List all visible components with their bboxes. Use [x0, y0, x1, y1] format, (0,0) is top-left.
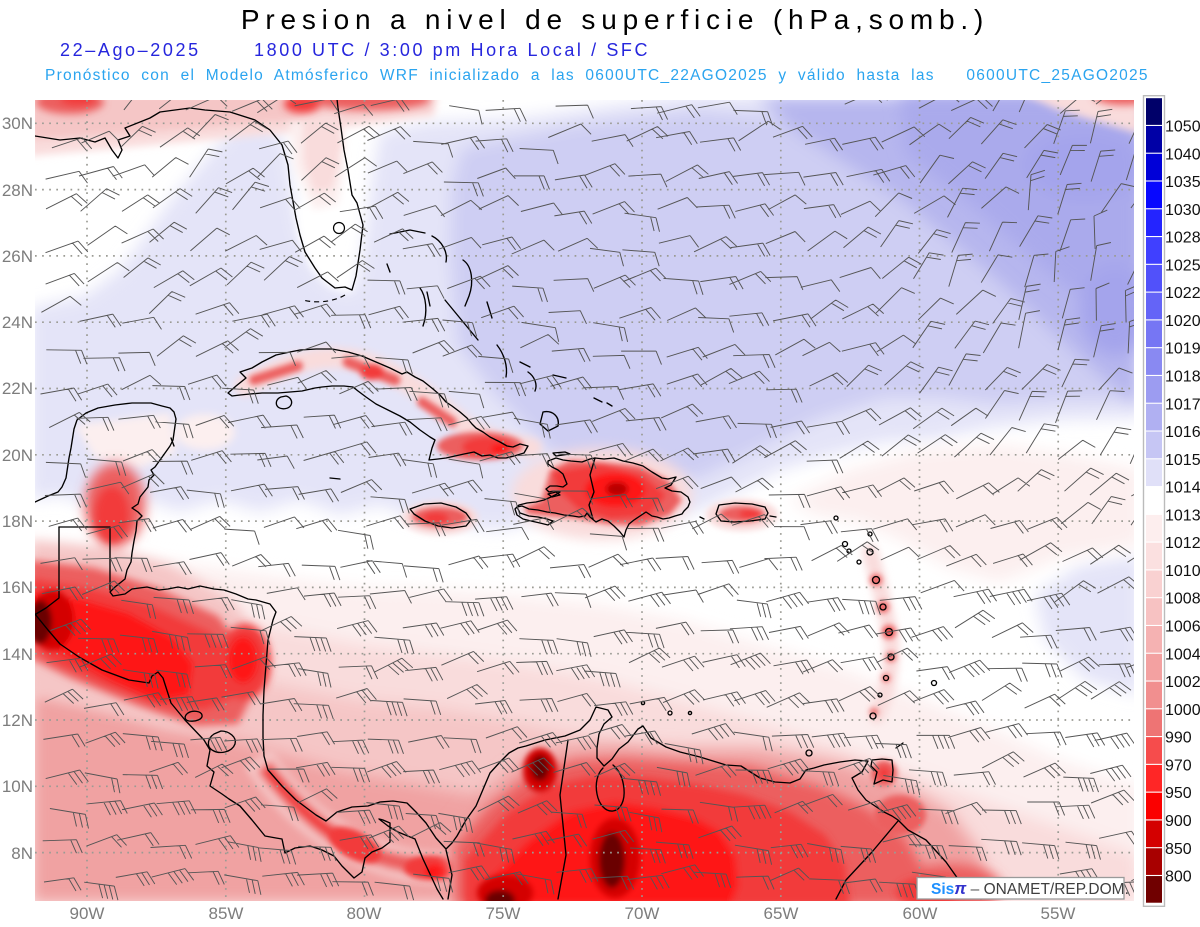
svg-text:24N: 24N	[2, 313, 33, 332]
svg-text:Sisπ – ONAMET/REP.DOM.: Sisπ – ONAMET/REP.DOM.	[931, 879, 1129, 898]
svg-text:1017: 1017	[1165, 396, 1200, 413]
svg-text:22N: 22N	[2, 379, 33, 398]
svg-text:65W: 65W	[764, 904, 799, 923]
svg-text:1800 UTC / 3:00 pm Hora Local: 1800 UTC / 3:00 pm Hora Local / SFC	[254, 40, 650, 60]
svg-text:1035: 1035	[1165, 174, 1200, 191]
svg-text:18N: 18N	[2, 512, 33, 531]
svg-text:1004: 1004	[1165, 646, 1200, 663]
svg-text:20N: 20N	[2, 446, 33, 465]
svg-text:28N: 28N	[2, 181, 33, 200]
svg-text:1006: 1006	[1165, 619, 1200, 636]
svg-text:12N: 12N	[2, 711, 33, 730]
svg-text:30N: 30N	[2, 114, 33, 133]
svg-text:80W: 80W	[347, 904, 382, 923]
svg-text:22–Ago–2025: 22–Ago–2025	[60, 40, 201, 60]
svg-text:1022: 1022	[1165, 285, 1200, 302]
svg-text:8N: 8N	[11, 844, 33, 863]
svg-text:1015: 1015	[1165, 452, 1200, 469]
svg-text:55W: 55W	[1041, 904, 1076, 923]
svg-text:1018: 1018	[1165, 369, 1200, 386]
svg-text:1013: 1013	[1165, 507, 1200, 524]
svg-text:1040: 1040	[1165, 146, 1200, 163]
svg-text:16N: 16N	[2, 578, 33, 597]
svg-text:70W: 70W	[625, 904, 660, 923]
svg-text:1008: 1008	[1165, 591, 1200, 608]
svg-text:10N: 10N	[2, 777, 33, 796]
svg-text:1002: 1002	[1165, 674, 1200, 691]
svg-text:Presion a nivel de superficie: Presion a nivel de superficie (hPa,somb.…	[241, 4, 989, 35]
svg-text:1000: 1000	[1165, 702, 1200, 719]
svg-text:800: 800	[1165, 869, 1192, 886]
svg-text:1016: 1016	[1165, 424, 1200, 441]
svg-text:60W: 60W	[903, 904, 938, 923]
svg-text:85W: 85W	[209, 904, 244, 923]
svg-text:1028: 1028	[1165, 230, 1200, 247]
svg-text:75W: 75W	[486, 904, 521, 923]
svg-text:1050: 1050	[1165, 119, 1200, 136]
svg-text:90W: 90W	[70, 904, 105, 923]
svg-text:26N: 26N	[2, 247, 33, 266]
svg-text:970: 970	[1165, 757, 1192, 774]
svg-text:990: 990	[1165, 730, 1192, 747]
svg-text:1025: 1025	[1165, 257, 1200, 274]
svg-text:1019: 1019	[1165, 341, 1200, 358]
svg-text:1012: 1012	[1165, 535, 1200, 552]
svg-text:850: 850	[1165, 841, 1192, 858]
svg-text:Pronóstico con el Modelo Atmós: Pronóstico con el Modelo Atmósferico WRF…	[45, 67, 1149, 84]
svg-text:1014: 1014	[1165, 480, 1200, 497]
svg-text:900: 900	[1165, 813, 1192, 830]
svg-text:1020: 1020	[1165, 313, 1200, 330]
svg-text:14N: 14N	[2, 645, 33, 664]
svg-text:1010: 1010	[1165, 563, 1200, 580]
svg-text:1030: 1030	[1165, 202, 1200, 219]
svg-text:950: 950	[1165, 785, 1192, 802]
